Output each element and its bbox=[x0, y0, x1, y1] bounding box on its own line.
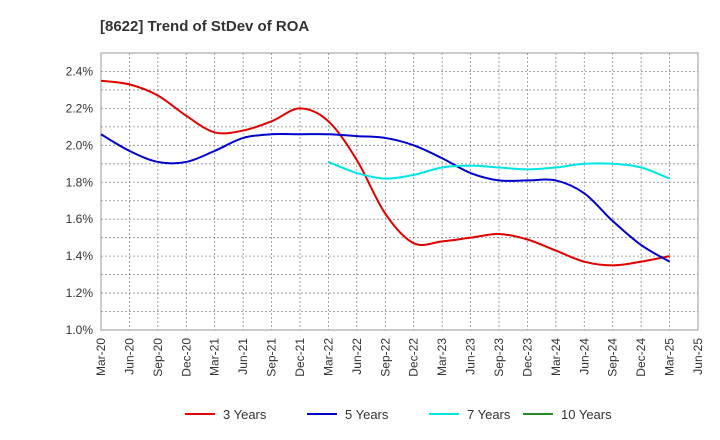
x-tick-label: Sep-22 bbox=[378, 338, 392, 377]
series-line-3-years bbox=[100, 79, 670, 267]
y-tick-label: 1.4% bbox=[66, 249, 94, 263]
x-tick-label: Dec-23 bbox=[520, 338, 534, 377]
legend-label-7-years: 7 Years bbox=[467, 407, 511, 422]
y-tick-label: 2.0% bbox=[66, 138, 94, 152]
x-tick-label: Dec-21 bbox=[293, 338, 307, 377]
x-tick-label: Sep-21 bbox=[265, 338, 279, 377]
x-tick-label: Mar-23 bbox=[435, 338, 449, 376]
x-tick-label: Sep-24 bbox=[606, 338, 620, 377]
x-tick-label: Jun-24 bbox=[577, 338, 591, 375]
x-tick-label: Mar-22 bbox=[321, 338, 335, 376]
x-tick-label: Mar-20 bbox=[94, 338, 108, 376]
y-tick-label: 1.8% bbox=[66, 175, 94, 189]
x-tick-label: Jun-25 bbox=[691, 338, 705, 375]
x-tick-label: Jun-21 bbox=[236, 338, 250, 375]
legend-label-5-years: 5 Years bbox=[345, 407, 389, 422]
series-line-7-years bbox=[328, 161, 670, 180]
x-tick-label: Mar-21 bbox=[208, 338, 222, 376]
y-tick-label: 2.2% bbox=[66, 101, 94, 115]
series-lines bbox=[100, 79, 671, 267]
x-tick-label: Mar-24 bbox=[549, 338, 563, 376]
x-tick-label: Dec-20 bbox=[179, 338, 193, 377]
legend-label-10-years: 10 Years bbox=[561, 407, 612, 422]
legend: 3 Years 5 Years 7 Years 10 Years bbox=[185, 407, 612, 422]
series-line-5-years bbox=[100, 132, 671, 263]
x-tick-label: Mar-25 bbox=[663, 338, 677, 376]
x-tick-label: Jun-22 bbox=[350, 338, 364, 375]
y-tick-label: 1.0% bbox=[66, 323, 94, 337]
chart-title: [8622] Trend of StDev of ROA bbox=[100, 18, 309, 35]
plot-frame bbox=[100, 52, 699, 331]
y-tick-label: 1.2% bbox=[66, 286, 94, 300]
x-axis: Mar-20 Jun-20 Sep-20 Dec-20 Mar-21 Jun-21 Sep-… bbox=[94, 338, 705, 377]
x-tick-label: Dec-22 bbox=[407, 338, 421, 377]
y-axis: 1.0% 1.2% 1.4% 1.6% 1.8% 2.0% 2.2% 2.4% bbox=[66, 64, 94, 337]
y-tick-label: 2.4% bbox=[66, 64, 94, 78]
plot-area bbox=[100, 52, 699, 331]
x-tick-label: Sep-23 bbox=[492, 338, 506, 377]
x-tick-label: Sep-20 bbox=[151, 338, 165, 377]
y-tick-label: 1.6% bbox=[66, 212, 94, 226]
legend-label-3-years: 3 Years bbox=[223, 407, 267, 422]
x-tick-label: Dec-24 bbox=[634, 338, 648, 377]
x-tick-label: Jun-23 bbox=[464, 338, 478, 375]
gridlines bbox=[101, 53, 698, 330]
x-tick-label: Jun-20 bbox=[122, 338, 136, 375]
